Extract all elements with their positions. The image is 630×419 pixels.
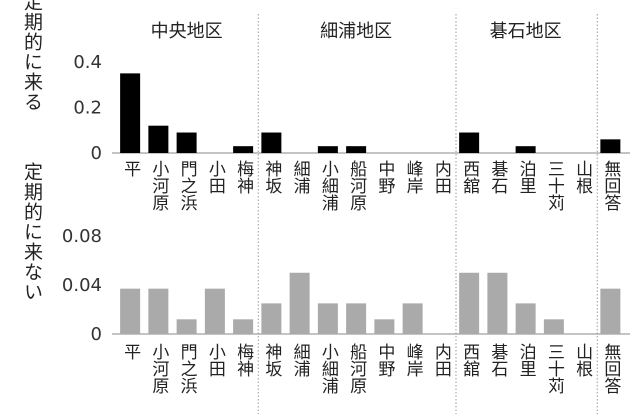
region-label-1: 細浦地区 [320, 21, 392, 42]
bar-泊里 [515, 303, 536, 334]
category-label: 小河原 [148, 343, 169, 394]
category-label: 梅神 [233, 343, 254, 377]
bar-神坂 [261, 303, 282, 334]
category-label: 内田 [431, 343, 451, 377]
category-label: 門之浜 [177, 160, 198, 211]
region-label-2: 碁石地区 [490, 21, 562, 42]
category-label: 中野 [374, 160, 395, 194]
bar-平 [120, 288, 141, 334]
bar-無回答 [600, 139, 621, 153]
category-label: 中野 [374, 343, 395, 377]
category-label: 平 [120, 343, 141, 360]
y-tick-label: 0 [91, 143, 102, 164]
bar-梅神 [233, 319, 254, 334]
bar-小田 [204, 288, 225, 334]
y-tick-label: 0.04 [62, 275, 102, 296]
category-label: 梅神 [233, 160, 254, 194]
bar-碁石 [487, 272, 508, 334]
category-label: 泊里 [516, 343, 537, 377]
category-label: 小田 [205, 343, 226, 377]
category-label: 西舘 [459, 343, 480, 377]
category-label: 無回答 [600, 343, 621, 394]
bar-神坂 [261, 132, 282, 153]
category-label: 内田 [431, 160, 451, 194]
ylabel-top: 定期的に来る [21, 0, 43, 112]
bar-小河原 [148, 288, 169, 334]
bar-船河原 [346, 146, 367, 153]
y-tick-label: 0 [91, 324, 102, 345]
bar-三十苅 [543, 319, 564, 334]
category-label: 泊里 [516, 160, 537, 194]
ylabel-bottom: 定期的に来ない [21, 162, 43, 302]
bar-門之浜 [176, 132, 197, 153]
bar-西舘 [459, 132, 480, 153]
category-label: 船河原 [346, 343, 367, 394]
category-label: 細浦 [290, 160, 311, 195]
bar-小細浦 [317, 303, 338, 334]
y-tick-label: 0.08 [62, 226, 102, 247]
bar-門之浜 [176, 319, 197, 334]
category-label: 三十苅 [544, 160, 565, 211]
category-label: 平 [120, 160, 141, 177]
y-tick-label: 0.2 [73, 98, 102, 119]
region-label-0: 中央地区 [151, 21, 223, 42]
category-label: 神坂 [261, 343, 282, 377]
bar-細浦 [289, 272, 310, 334]
category-label: 峰岸 [403, 160, 424, 194]
bar-船河原 [346, 303, 367, 334]
bar-泊里 [515, 146, 536, 153]
y-tick-label: 0.4 [73, 52, 102, 73]
category-label: 西舘 [459, 160, 480, 194]
category-label: 門之浜 [177, 343, 198, 394]
bar-梅神 [233, 146, 254, 153]
category-label: 小田 [205, 160, 226, 194]
category-label: 三十苅 [544, 343, 565, 394]
bar-峰岸 [402, 303, 423, 334]
category-label: 船河原 [346, 160, 367, 211]
bar-平 [120, 73, 141, 153]
bar-小細浦 [317, 146, 338, 153]
category-label: 碁石 [487, 343, 508, 377]
category-label: 山根 [572, 160, 593, 194]
bar-無回答 [600, 288, 621, 334]
category-label: 無回答 [600, 160, 621, 211]
bar-小河原 [148, 125, 169, 153]
category-label: 小河原 [148, 160, 169, 211]
category-label: 小細浦 [318, 160, 339, 212]
category-label: 碁石 [487, 160, 508, 194]
bar-中野 [374, 319, 395, 334]
category-label: 山根 [572, 343, 593, 377]
bar-西舘 [459, 272, 480, 334]
category-label: 小細浦 [318, 343, 339, 395]
category-label: 神坂 [261, 160, 282, 194]
category-label: 峰岸 [403, 343, 424, 377]
category-label: 細浦 [290, 343, 311, 378]
